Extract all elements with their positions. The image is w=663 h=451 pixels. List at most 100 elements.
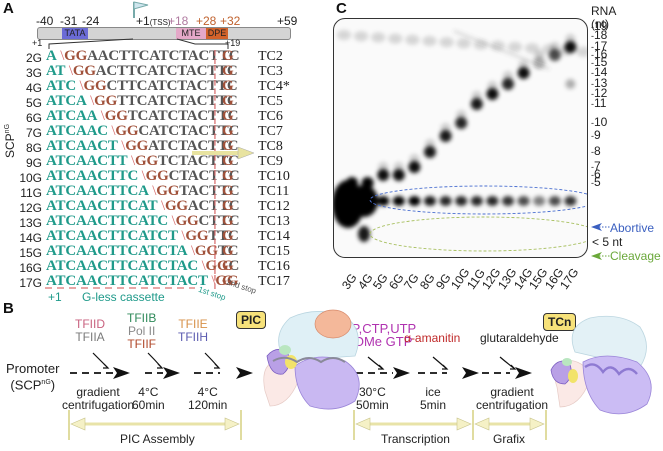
second-stop-marker: ¦ xyxy=(213,168,217,185)
coordinate-value: -31 xyxy=(60,14,78,28)
gel-band-top xyxy=(508,42,522,52)
size-marker-value: 5 xyxy=(594,175,601,189)
transcription-complex-label: TC5 xyxy=(258,94,283,109)
gless-underline xyxy=(45,287,195,289)
gel-band-main xyxy=(346,177,358,189)
first-stop-marker: \ xyxy=(127,153,135,169)
gel-band-top xyxy=(371,32,386,43)
pic-structure-icon xyxy=(263,309,360,410)
template-sequence: ATCAACTTCATCT \GGTTC xyxy=(46,228,239,245)
gel-band-top xyxy=(337,30,351,40)
size-marker-value: 7 xyxy=(594,159,601,173)
tata-label: TATA xyxy=(64,28,86,38)
gless-segment: A xyxy=(46,48,57,64)
gel-band-abortive xyxy=(346,196,358,206)
coordinate-label: -40 xyxy=(36,14,53,28)
gel-band-abortive xyxy=(439,196,452,206)
cleavage-label: Cleavage xyxy=(610,249,661,263)
gel-band-main xyxy=(486,88,499,100)
size-marker-value: 14 xyxy=(594,65,608,79)
size-marker: -12 xyxy=(591,86,608,100)
coordinate-value: +1 xyxy=(136,14,150,28)
first-stop-marker: \ xyxy=(138,168,146,184)
gel-band-abortive xyxy=(564,196,577,206)
condition-text: 5min xyxy=(420,398,447,412)
gel-band-main xyxy=(424,146,436,158)
rna-axis-title: RNA (nt) xyxy=(591,5,616,31)
downstream-segment: GG xyxy=(215,273,239,289)
second-stop-g: G xyxy=(222,228,234,244)
step-condition: 30°C 50min xyxy=(356,386,389,412)
size-marker-value: 11 xyxy=(594,96,607,110)
downstream-segment: GGCTTCATCTACTTC xyxy=(83,78,238,94)
template-sequence: ATCAACTTCATCTAC \GGC xyxy=(46,258,239,275)
first-stop-marker: \ xyxy=(168,213,176,229)
size-marker-value: 8 xyxy=(594,144,601,158)
template-name: 4G xyxy=(25,81,42,95)
template-name: 5G xyxy=(25,96,42,110)
first-stop-marker: \ xyxy=(187,243,195,259)
second-stop-marker: ¦ xyxy=(213,228,217,245)
second-stop-marker: ¦ xyxy=(213,123,217,140)
gel-band-abortive xyxy=(470,196,483,206)
second-stop-marker: ¦ xyxy=(213,108,217,125)
panel-b-letter: B xyxy=(3,300,14,317)
transcription-complex-label: TC16 xyxy=(258,259,290,274)
downstream-segment: GGCTTC xyxy=(175,213,240,229)
tss-sublabel: (TSS) xyxy=(149,18,171,27)
first-stop-marker: \ xyxy=(117,138,126,154)
template-sequence: ATCAA \GGTCATCTACTTC xyxy=(46,108,238,125)
second-stop-g: G xyxy=(222,93,234,109)
size-marker: -19 xyxy=(591,19,608,33)
first-stop-marker: \ xyxy=(177,228,186,244)
second-stop-marker: ¦ xyxy=(213,78,217,95)
size-marker-value: 9 xyxy=(594,128,601,142)
gless-segment: AT xyxy=(46,63,66,79)
downstream-segment: GGTTCATCTACTTC xyxy=(94,93,238,109)
coordinate-label: -31 xyxy=(60,14,77,28)
condition-text: 30°C xyxy=(358,385,386,399)
gel-bands xyxy=(334,30,587,252)
second-stop-marker: ¦ xyxy=(213,138,217,155)
second-stop-g: G xyxy=(222,63,234,79)
gless-segment: ATCAACTTCATCTAC xyxy=(46,258,199,274)
second-stop-marker: ¦ xyxy=(213,63,217,80)
gel-band-top xyxy=(439,37,454,48)
condition-text: centrifugation xyxy=(62,398,135,412)
template-sequence: ATCAACTTCA \GGTACTTC xyxy=(46,183,240,200)
template-name: 9G xyxy=(25,156,42,170)
abortive-outline xyxy=(369,185,587,215)
gel-band-main xyxy=(392,169,405,181)
promoter-label: Promoter xyxy=(6,361,60,376)
rna-axis-title-line1: RNA xyxy=(591,4,617,18)
template-name: 8G xyxy=(25,141,42,155)
size-marker: -15 xyxy=(591,55,608,69)
second-stop-label: 2nd stop xyxy=(225,277,258,296)
gel-band-abortive xyxy=(502,196,514,206)
first-stop-marker: \ xyxy=(148,183,157,199)
reagent-label: TFIIB xyxy=(127,311,157,325)
condition-text: centrifugation xyxy=(476,398,549,412)
mte-box: MTE xyxy=(176,28,206,39)
size-marker: -18 xyxy=(591,28,608,42)
gel-band-abortive xyxy=(361,196,374,206)
condition-text: 60min xyxy=(132,398,165,412)
template-sequence: ATCAACTT \GGTCTACTTC xyxy=(46,153,239,170)
second-stop-marker: ¦ xyxy=(213,153,217,170)
second-stop-marker: ¦ xyxy=(213,183,217,200)
gel-band-top xyxy=(388,33,403,44)
second-stop-g: G xyxy=(222,168,234,184)
reagent-label: TFIID xyxy=(75,317,105,331)
gel-band-main xyxy=(564,41,577,53)
reagent-group: TFIIB Pol II TFIIF xyxy=(127,312,156,351)
first-stop-marker: \ xyxy=(56,48,65,64)
gel-band-faint xyxy=(471,91,482,101)
gel-band-abortive xyxy=(533,196,546,206)
template-sequence: ATCAAC \GGCATCTACTTC xyxy=(46,123,239,140)
below-5nt-label: < 5 nt xyxy=(592,235,623,249)
size-marker: -14 xyxy=(591,65,608,79)
gel-band-main xyxy=(408,161,421,173)
template-sequence: ATCA \GGTTCATCTACTTC xyxy=(46,93,238,110)
transcription-complex-label: TC15 xyxy=(258,244,290,259)
gel-band-main xyxy=(361,177,374,189)
